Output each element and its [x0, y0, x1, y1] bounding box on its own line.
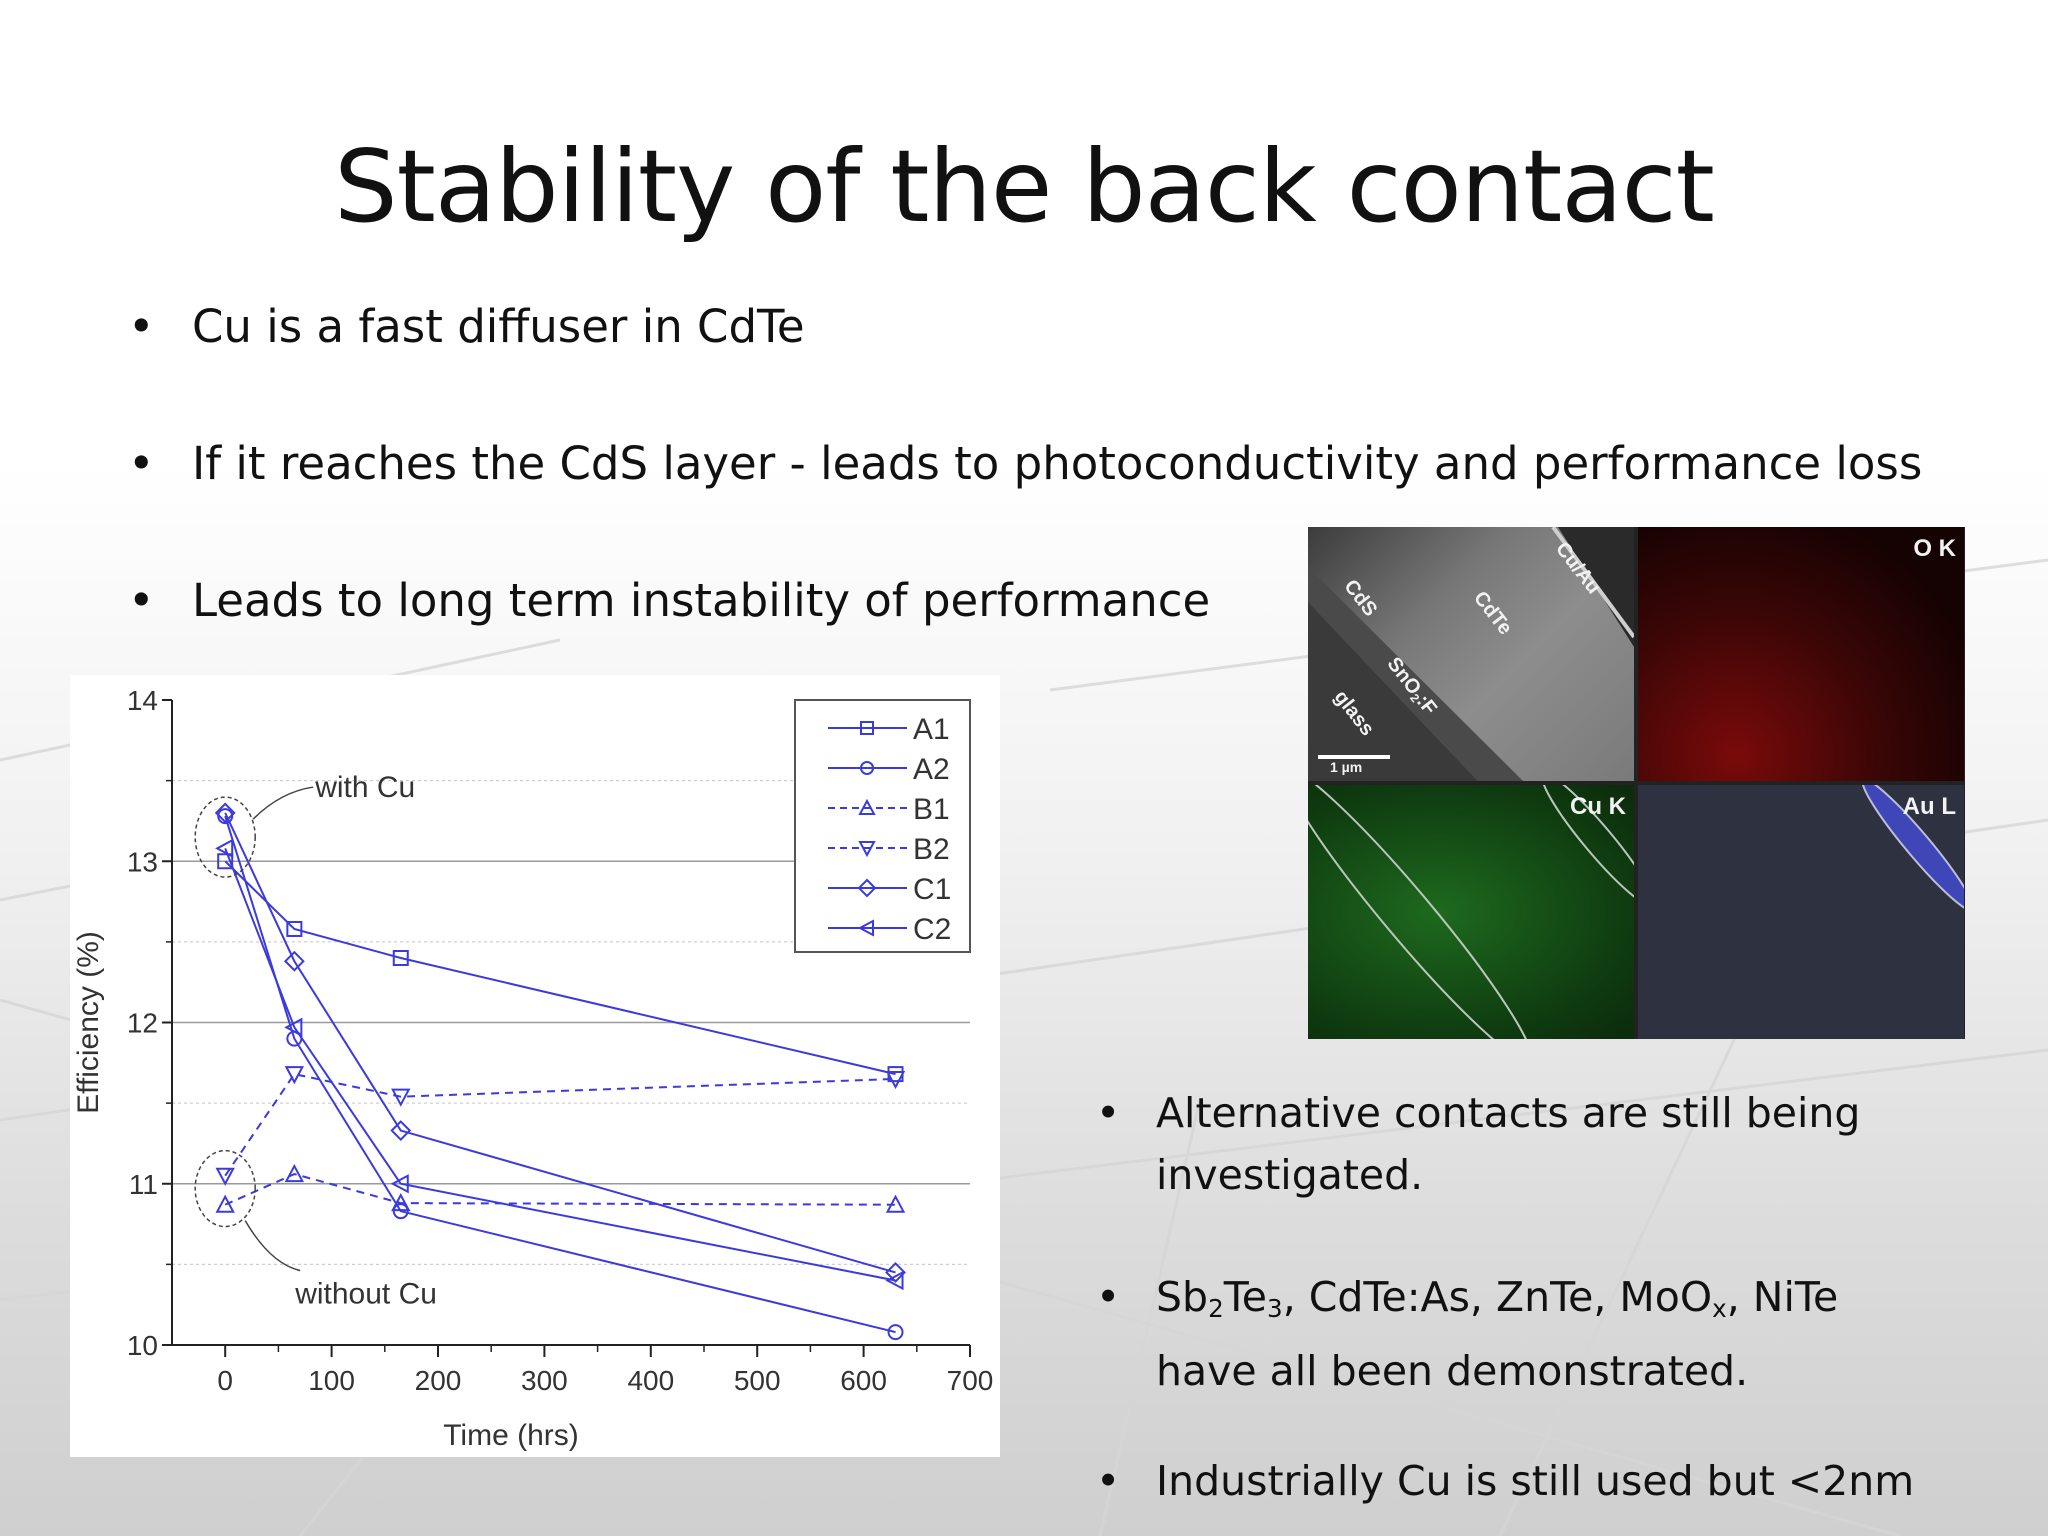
annotation-ellipse	[194, 1149, 256, 1228]
legend-label: A2	[913, 753, 950, 786]
series-b1	[215, 1163, 906, 1213]
data-point	[217, 853, 234, 870]
legend-item-b1: B1	[828, 793, 950, 826]
series-b2	[215, 1066, 906, 1186]
legend-label: C1	[913, 873, 951, 906]
data-point	[284, 1017, 303, 1038]
legend-item-c2: C2	[828, 913, 951, 946]
legend-marker	[857, 919, 874, 937]
series-line	[224, 860, 896, 1076]
legend-marker	[860, 721, 874, 735]
x-tick-label: 0	[217, 1365, 233, 1396]
legend-item-a1: A1	[828, 713, 950, 746]
data-point	[283, 950, 305, 972]
data-point	[391, 1192, 411, 1212]
data-point	[215, 1167, 235, 1186]
y-tick-label: 11	[129, 1169, 158, 1200]
series-line	[224, 1173, 896, 1206]
x-tick-label: 200	[415, 1365, 462, 1396]
data-point	[215, 1194, 235, 1213]
legend-label: B1	[913, 793, 950, 826]
y-tick-label: 13	[127, 846, 158, 877]
slide-title: Stability of the back contact	[334, 128, 1715, 245]
legend-marker	[860, 761, 874, 775]
bullet-dot: •	[128, 300, 155, 353]
bullet-dot: •	[1096, 1273, 1121, 1321]
data-point	[887, 1324, 904, 1341]
bullet-dot: •	[128, 437, 155, 490]
data-point	[392, 950, 409, 966]
y-axis-label: Efficiency (%)	[72, 931, 105, 1114]
data-point	[284, 1066, 305, 1085]
series-c1	[214, 802, 906, 1283]
label-o-k: O K	[1913, 535, 1956, 562]
bullet-text: If it reaches the CdS layer - leads to p…	[192, 437, 1923, 490]
chart-legend: A1 A2 B1 B2 C1 C2	[794, 699, 971, 953]
annotation-ellipse	[194, 796, 256, 878]
sem-panel: Cu/Au CdS CdTe SnO2:F glass 1 µm	[1308, 527, 1634, 781]
legend-marker	[858, 798, 876, 815]
efficiency-chart: 10 11 12 13 14 0 100 200 300 400 500 600 700 Time (hr…	[70, 675, 1000, 1457]
label-cu-k: Cu K	[1570, 793, 1626, 820]
legend-label: A1	[913, 713, 950, 746]
label-scale: 1 µm	[1330, 759, 1363, 775]
gold-map-panel: Au L	[1638, 785, 1964, 1039]
data-point	[214, 802, 236, 824]
bullet-text: Alternative contacts are still being inv…	[1156, 1089, 1861, 1199]
chart-svg: 10 11 12 13 14 0 100 200 300 400 500 600 700 Time (hr…	[72, 685, 994, 1452]
data-point	[215, 838, 234, 859]
bullet-text: Leads to long term instability of perfor…	[192, 574, 1211, 627]
annotation-leader	[244, 1220, 301, 1272]
legend-label: B2	[913, 833, 950, 866]
data-point	[885, 1270, 904, 1291]
bullet-text: Industrially Cu is still used but <2nm	[1156, 1457, 1915, 1505]
legend-item-b2: B2	[828, 833, 950, 866]
annotation-without-cu: without Cu	[294, 1278, 437, 1311]
series-c2	[215, 838, 904, 1291]
x-axis-label: Time (hrs)	[443, 1419, 579, 1452]
x-tick-label: 400	[627, 1365, 674, 1396]
legend-item-a2: A2	[828, 753, 950, 786]
bullet-text: Cu is a fast diffuser in CdTe	[192, 300, 805, 353]
x-tick-label: 700	[947, 1365, 994, 1396]
legend-box	[794, 699, 971, 953]
copper-map-panel: Cu K	[1308, 785, 1634, 1039]
oxygen-map-panel: O K	[1638, 527, 1964, 781]
y-tick-label: 10	[127, 1330, 158, 1361]
data-point	[392, 1203, 409, 1220]
legend-marker	[857, 878, 877, 898]
data-point	[391, 1088, 411, 1107]
data-point	[286, 920, 303, 937]
bullet-text: Sb2Te3, CdTe:As, ZnTe, MoOx, NiTe have a…	[1156, 1273, 1839, 1396]
bullet-dot: •	[128, 574, 155, 627]
x-tick-label: 500	[734, 1365, 781, 1396]
data-point	[390, 1174, 409, 1194]
data-point	[284, 1163, 305, 1183]
annotation-with-cu: with Cu	[314, 771, 415, 804]
x-tick-label: 100	[308, 1365, 355, 1396]
x-tick-label: 600	[840, 1365, 887, 1396]
legend-item-c1: C1	[828, 873, 951, 906]
data-point	[885, 1070, 906, 1090]
series-line	[224, 847, 896, 1282]
data-point	[885, 1262, 906, 1283]
data-point	[885, 1194, 906, 1213]
legend-label: C2	[913, 913, 951, 946]
x-tick-label: 300	[521, 1365, 568, 1396]
bullet-dot: •	[1096, 1089, 1121, 1137]
series-line	[224, 1072, 896, 1177]
eds-micrograph: Cu/Au CdS CdTe SnO2:F glass 1 µm O K Cu …	[1308, 527, 1965, 1039]
legend-marker	[858, 841, 876, 858]
bullet-dot: •	[1096, 1457, 1121, 1505]
data-point	[390, 1120, 412, 1141]
y-tick-label: 12	[127, 1008, 158, 1039]
annotation-leader	[252, 786, 314, 820]
series-a1	[217, 853, 904, 1083]
label-au-l: Au L	[1902, 793, 1956, 820]
series-line	[224, 812, 896, 1274]
series-line	[224, 815, 896, 1334]
y-tick-label: 14	[127, 685, 158, 716]
